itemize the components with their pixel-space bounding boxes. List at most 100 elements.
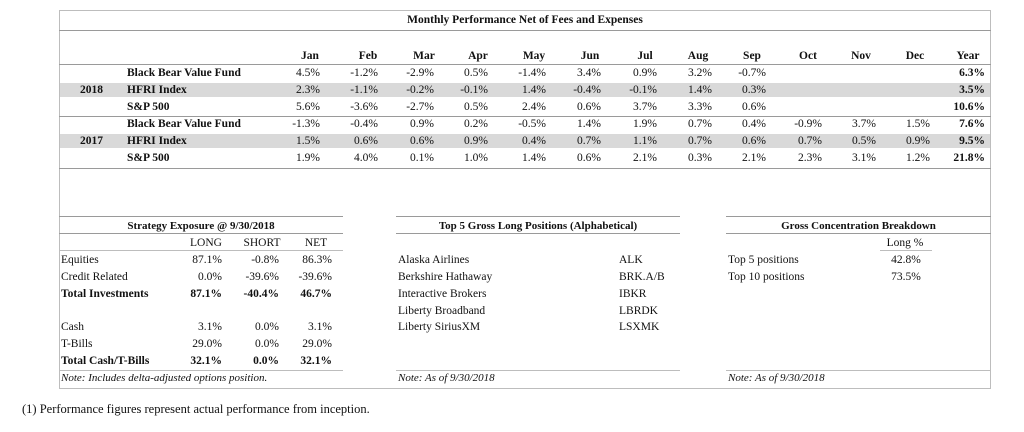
- position-ticker: ALK: [619, 254, 643, 266]
- exposure-title-rule: [59, 233, 343, 234]
- perf-value-cell: 0.6%: [577, 101, 601, 113]
- exposure-row-label: T-Bills: [61, 338, 93, 350]
- perf-value-cell: 7.6%: [959, 118, 985, 130]
- perf-value-cell: [772, 66, 822, 80]
- footnote: (1) Performance figures represent actual…: [22, 402, 370, 416]
- perf-value-cell: 5.6%: [296, 101, 320, 113]
- perf-value-cell: 3.2%: [688, 67, 712, 79]
- perf-value-cell: 3.7%: [852, 118, 876, 130]
- perf-value-cell: 4.5%: [296, 67, 320, 79]
- month-header-jul: Jul: [637, 50, 653, 62]
- perf-value-cell: -0.7%: [738, 67, 766, 79]
- exposure-value-cell: -39.6%: [245, 271, 279, 283]
- position-name: Liberty SiriusXM: [398, 321, 481, 333]
- concentration-note: Note: As of 9/30/2018: [728, 372, 825, 384]
- exposure-row-label: Total Investments: [61, 288, 149, 300]
- perf-value-cell: 0.3%: [742, 84, 766, 96]
- perf-value-cell: 0.6%: [354, 135, 378, 147]
- perf-value-cell: 0.2%: [464, 118, 488, 130]
- perf-value-cell: [880, 66, 930, 80]
- perf-value-cell: 21.8%: [953, 152, 985, 164]
- perf-row-label: HFRI Index: [127, 135, 187, 147]
- perf-value-cell: 0.6%: [742, 135, 766, 147]
- position-name: Liberty Broadband: [398, 305, 486, 317]
- perf-value-cell: 1.4%: [688, 84, 712, 96]
- perf-value-cell: 1.4%: [522, 152, 546, 164]
- concentration-title: Gross Concentration Breakdown: [781, 220, 936, 232]
- perf-value-cell: 0.3%: [688, 152, 712, 164]
- month-header-oct: Oct: [799, 50, 817, 62]
- perf-value-cell: 0.6%: [577, 152, 601, 164]
- concentration-row-label: Top 10 positions: [728, 271, 805, 283]
- perf-value-cell: 0.1%: [410, 152, 434, 164]
- position-name: Interactive Brokers: [398, 288, 487, 300]
- perf-value-cell: -0.5%: [518, 118, 546, 130]
- exposure-row-label: Credit Related: [61, 271, 128, 283]
- position-name: Berkshire Hathaway: [398, 271, 493, 283]
- perf-value-cell: -2.7%: [406, 101, 434, 113]
- perf-value-cell: 0.5%: [852, 135, 876, 147]
- perf-row-label: Black Bear Value Fund: [127, 118, 241, 130]
- month-header-may: May: [522, 50, 546, 62]
- exposure-value-cell: 0.0%: [255, 338, 279, 350]
- perf-value-cell: 3.4%: [577, 67, 601, 79]
- perf-value-cell: 0.5%: [464, 101, 488, 113]
- top5-bottom-rule: [396, 370, 680, 371]
- exposure-value-cell: 29.0%: [192, 338, 222, 350]
- exposure-top-rule: [59, 216, 343, 217]
- concentration-header-underline: [880, 250, 932, 251]
- exposure-column-net: NET: [304, 237, 328, 249]
- perf-value-cell: -0.9%: [794, 118, 822, 130]
- exposure-value-cell: -39.6%: [298, 271, 332, 283]
- perf-value-cell: -0.1%: [629, 84, 657, 96]
- perf-value-cell: 0.4%: [742, 118, 766, 130]
- month-header-apr: Apr: [468, 50, 488, 62]
- perf-value-cell: 0.7%: [688, 135, 712, 147]
- month-header-feb: Feb: [358, 50, 378, 62]
- perf-value-cell: -1.2%: [350, 67, 378, 79]
- perf-value-cell: 0.6%: [742, 101, 766, 113]
- exposure-value-cell: 32.1%: [190, 355, 222, 367]
- perf-value-cell: 0.9%: [906, 135, 930, 147]
- perf-value-cell: 4.0%: [354, 152, 378, 164]
- perf-value-cell: 1.9%: [633, 118, 657, 130]
- perf-value-cell: 0.9%: [464, 135, 488, 147]
- exposure-value-cell: 3.1%: [308, 321, 332, 333]
- perf-value-cell: 0.7%: [688, 118, 712, 130]
- perf-value-cell: [826, 83, 876, 97]
- perf-value-cell: [772, 100, 822, 114]
- exposure-row-label: Cash: [61, 321, 84, 333]
- exposure-value-cell: 29.0%: [302, 338, 332, 350]
- month-header-jun: Jun: [580, 50, 600, 62]
- exposure-header-rule: [59, 250, 343, 251]
- exposure-value-cell: -40.4%: [243, 288, 279, 300]
- exposure-value-cell: 0.0%: [198, 271, 222, 283]
- position-ticker: LBRDK: [619, 305, 658, 317]
- perf-value-cell: -2.9%: [406, 67, 434, 79]
- position-ticker: IBKR: [619, 288, 647, 300]
- concentration-top-rule: [726, 216, 991, 217]
- concentration-row-label: Top 5 positions: [728, 254, 799, 266]
- perf-value-cell: 2.3%: [798, 152, 822, 164]
- perf-value-cell: 0.9%: [633, 67, 657, 79]
- shaded-row-band: [60, 134, 990, 148]
- perf-value-cell: -1.3%: [292, 118, 320, 130]
- perf-value-cell: 1.2%: [906, 152, 930, 164]
- perf-value-cell: [826, 66, 876, 80]
- perf-value-cell: 0.7%: [577, 135, 601, 147]
- perf-value-cell: 0.4%: [522, 135, 546, 147]
- perf-value-cell: -0.4%: [350, 118, 378, 130]
- month-header-jan: Jan: [301, 50, 319, 62]
- concentration-bottom-rule: [726, 370, 991, 371]
- performance-year-divider: [59, 116, 991, 117]
- exposure-column-long: LONG: [190, 237, 222, 249]
- exposure-row-label: Total Cash/T-Bills: [61, 355, 150, 367]
- perf-value-cell: 1.9%: [296, 152, 320, 164]
- exposure-value-cell: 87.1%: [192, 254, 222, 266]
- perf-value-cell: 1.4%: [522, 84, 546, 96]
- exposure-value-cell: 0.0%: [255, 321, 279, 333]
- perf-value-cell: 3.1%: [852, 152, 876, 164]
- perf-value-cell: 1.0%: [464, 152, 488, 164]
- month-header-dec: Dec: [905, 50, 925, 62]
- perf-value-cell: 6.3%: [959, 67, 985, 79]
